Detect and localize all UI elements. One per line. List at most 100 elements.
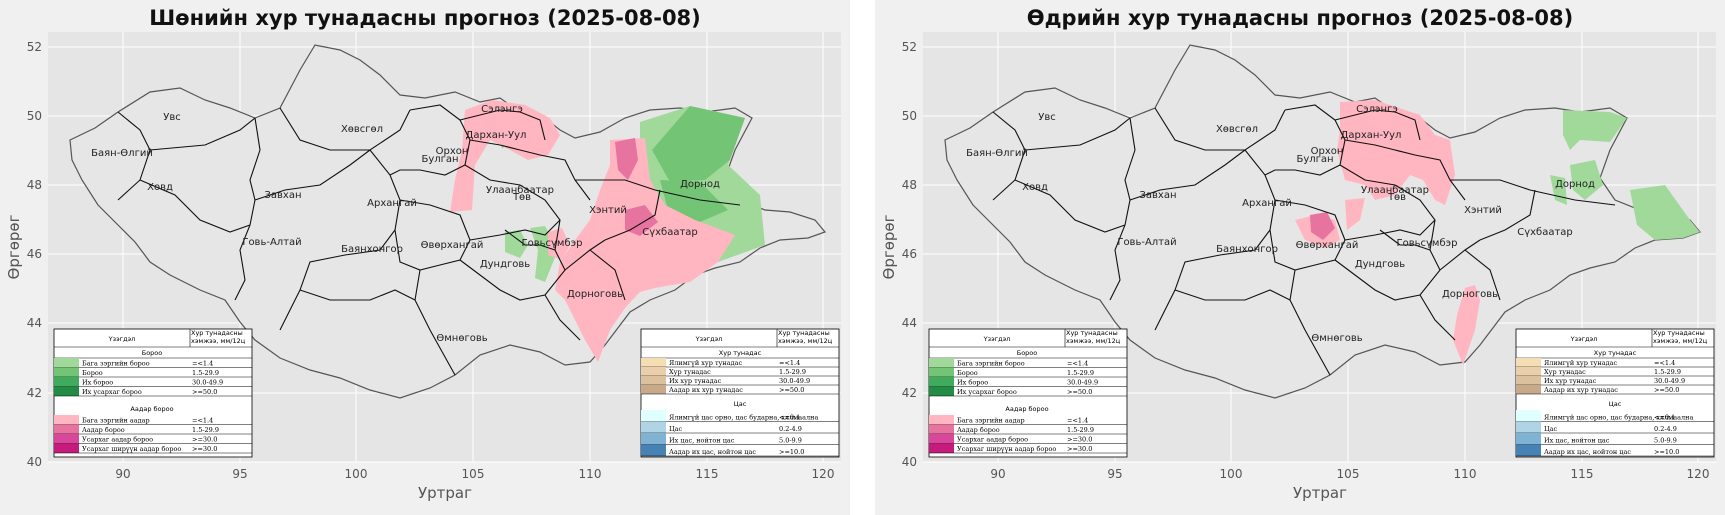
legend-section-rain: Бороо [142,349,163,357]
legend-mixed-row-swatch [641,367,666,376]
legend-snow-row-swatch [1516,444,1541,456]
svg-text:40: 40 [27,455,42,469]
label-dornogovi: Дорноговь [1442,289,1498,300]
legend-rain-row-swatch [54,386,79,396]
label-darkhan-uul: Дархан-Уул [1341,130,1402,141]
legend-rain-row-swatch [929,367,954,377]
label-dornogovi: Дорноговь [567,289,623,300]
x-ticks: 90 95 100 105 110 115 120 [990,467,1709,481]
legend-rain-row-label: Бага зэргийн бороо [957,360,1025,368]
label-zavkhan: Завхан [264,190,301,201]
legend-snow-row-label: Их цас, нойтон цас [1544,437,1610,445]
label-zavkhan: Завхан [1139,190,1176,201]
legend-storm-row-value: 1.5-29.9 [192,426,219,434]
panel-title: Өдрийн хур тунадасны прогноз (2025-08-08… [1027,6,1574,30]
legend-col-amount: Хур тунадасны хэмжээ, мм/12ц [778,329,833,345]
legend-mixed-row-label: Ялимгүй хур тунадас [1544,359,1617,367]
legend-snow-row-swatch [641,433,666,445]
aimag-labels: Увс Баян-Өлгий Ховд Хөвсгөл Завхан Говь-… [966,104,1595,344]
legend-section-rain: Бороо [1017,349,1038,357]
legend-storm-row-swatch [929,443,954,453]
legend-section-storm: Аадар бороо [130,405,173,413]
legend-rain-row-label: Их бороо [957,379,988,387]
legend-rain-storm: Үзэгдэл Хур тунадасны хэмжээ, мм/12ц Бор… [53,328,253,458]
label-bulgan: Булган [1296,154,1333,165]
svg-text:105: 105 [462,467,485,481]
legend-mixed-row-swatch [1516,376,1541,385]
legend-snow-row-swatch [641,444,666,456]
y-ticks: 40 42 44 46 48 50 52 [27,40,42,469]
legend-snow-row-value: >=10.0 [779,448,804,456]
legend-storm-row-label: Аадар бороо [957,426,1000,434]
legend-rain-row-value: >=50.0 [1067,388,1092,396]
legend-mixed-row-swatch [1516,385,1541,394]
legend-col-phenomenon: Үзэгдэл [108,335,136,343]
legend-mixed-row-swatch [1516,358,1541,367]
svg-text:115: 115 [696,467,719,481]
label-govisumber: Говьсүмбэр [1397,238,1458,249]
aimag-labels: Увс Баян-Өлгий Ховд Хөвсгөл Завхан Говь-… [91,104,720,344]
legend-section-mixed: Хур тунадас [1594,349,1637,357]
legend-rain-row-swatch [929,377,954,387]
legend-mixed-row-label: Хур тунадас [669,368,711,376]
label-khentii: Хэнтий [1464,205,1502,216]
legend-rain-row-value: =<1.4 [1067,360,1088,368]
legend-storm-row-swatch [54,415,79,425]
legend-snow-row-value: 5.0-9.9 [779,437,802,445]
legend-rain-row-label: Бороо [82,369,103,377]
panel-title: Шөнийн хур тунадасны прогноз (2025-08-08… [149,6,701,30]
legend-col-phenomenon: Үзэгдэл [983,335,1011,343]
legend-snow-row-value: 0.2-4.9 [1654,425,1677,433]
legend-mixed-row-label: Их хур тунадас [669,377,722,385]
label-khovd: Ховд [1022,182,1048,193]
label-govi-altai: Говь-Алтай [242,237,301,248]
legend-snow-row-value: 0.2-4.9 [779,425,802,433]
label-khentii: Хэнтий [589,205,627,216]
legend-storm-row-label: Усархаг аадар бороо [957,436,1028,444]
svg-text:90: 90 [990,467,1005,481]
label-govi-altai: Говь-Алтай [1117,237,1176,248]
label-orkhon: Орхон [436,146,469,157]
svg-text:120: 120 [1687,467,1710,481]
label-arkhangai: Архангай [367,198,417,209]
legend-col-amount: Хур тунадасны хэмжээ, мм/12ц [1066,329,1121,345]
svg-text:90: 90 [115,467,130,481]
svg-text:52: 52 [902,40,917,54]
legend-snow-row-swatch [641,410,666,422]
label-umnugovi: Өмнөговь [436,333,487,344]
legend-snow-row-label: Аадар их цас, нойтон цас [1544,448,1631,456]
legend-storm-row-label: Усархаг ширүүн аадар бороо [82,445,181,453]
label-uvurkhangai: Өвөрхангай [421,240,484,251]
legend-rain-row-value: 1.5-29.9 [1067,369,1094,377]
legend-rain-row-label: Их бороо [82,379,113,387]
legend-snow-row-label: Ялимгүй цас орно, цас бударна, хялмаална [1544,414,1693,422]
x-axis-label: Уртраг [1293,484,1347,502]
legend-storm-row-value: 1.5-29.9 [1067,426,1094,434]
label-uvs: Увс [163,112,181,123]
legend-rain-row-swatch [54,367,79,377]
svg-text:52: 52 [27,40,42,54]
label-selenge: Сэлэнгэ [481,104,523,115]
legend-rain-storm: Үзэгдэл Хур тунадасны хэмжээ, мм/12ц Бор… [928,328,1128,458]
label-dornod: Дорнод [1555,179,1595,190]
label-sukhbaatar: Сүхбаатар [1517,227,1573,238]
svg-text:95: 95 [1107,467,1122,481]
svg-text:46: 46 [27,247,42,261]
label-dundgovi: Дундговь [480,259,530,270]
legend-rain-row-value: >=50.0 [192,388,217,396]
legend-snow-row-value: >=10.0 [1654,448,1679,456]
legend-rain-row-value: 30.0-49.9 [1067,379,1098,387]
legend-rain-row-label: Их усархаг бороо [957,388,1017,396]
svg-text:48: 48 [27,178,42,192]
svg-text:44: 44 [902,316,917,330]
svg-text:40: 40 [902,455,917,469]
legend-storm-row-label: Аадар бороо [82,426,125,434]
label-umnugovi: Өмнөговь [1311,333,1362,344]
legend-snow-row-swatch [641,421,666,433]
legend-rain-row-swatch [54,377,79,387]
legend-snow-row-swatch [1516,433,1541,445]
svg-text:42: 42 [902,386,917,400]
svg-text:46: 46 [902,247,917,261]
legend-storm-row-swatch [929,415,954,425]
svg-text:50: 50 [27,109,42,123]
